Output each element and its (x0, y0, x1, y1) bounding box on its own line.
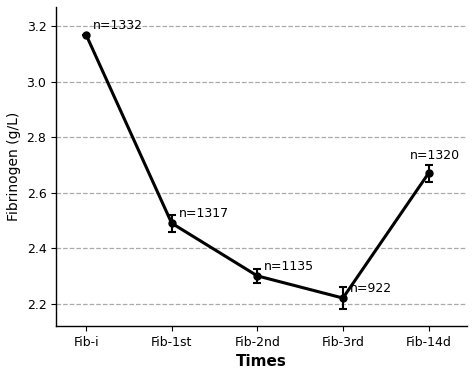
Y-axis label: Fibrinogen (g/L): Fibrinogen (g/L) (7, 112, 21, 221)
Text: n=1317: n=1317 (179, 208, 228, 220)
Text: n=1320: n=1320 (410, 149, 460, 162)
Text: n=922: n=922 (350, 282, 392, 295)
X-axis label: Times: Times (236, 354, 287, 369)
Text: n=1135: n=1135 (264, 260, 314, 273)
Text: n=1332: n=1332 (93, 19, 143, 32)
